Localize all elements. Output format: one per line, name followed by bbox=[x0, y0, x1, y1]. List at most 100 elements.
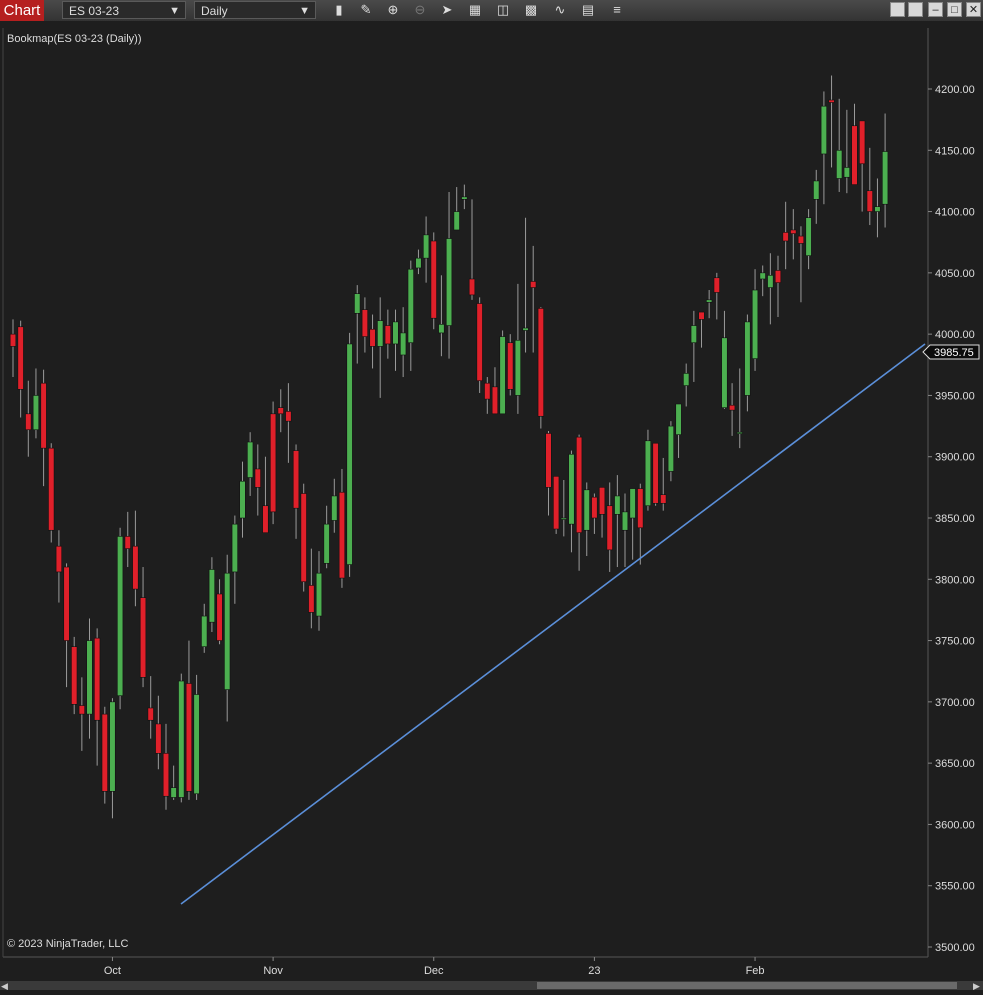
candle[interactable] bbox=[744, 314, 751, 412]
candle[interactable] bbox=[683, 363, 690, 407]
candle[interactable] bbox=[155, 695, 162, 770]
candle[interactable] bbox=[239, 461, 246, 538]
candle[interactable] bbox=[139, 567, 147, 688]
candle[interactable] bbox=[445, 191, 453, 359]
candle[interactable] bbox=[476, 297, 483, 393]
candle[interactable] bbox=[728, 383, 736, 436]
candle[interactable] bbox=[17, 320, 24, 418]
candle[interactable] bbox=[269, 401, 277, 525]
candle[interactable] bbox=[828, 75, 835, 168]
candle[interactable] bbox=[25, 380, 32, 457]
candle[interactable] bbox=[675, 403, 682, 458]
candle[interactable] bbox=[491, 367, 499, 415]
candle[interactable] bbox=[774, 255, 782, 317]
candle[interactable] bbox=[667, 421, 674, 482]
candle[interactable] bbox=[805, 209, 812, 270]
price-chart[interactable]: 4200.00 4150.00 4100.00 4050.00 4000.00 3950.… bbox=[0, 21, 983, 991]
draw-pencil-icon[interactable]: ✎ bbox=[360, 2, 372, 17]
candle[interactable] bbox=[851, 103, 858, 185]
instrument-selector[interactable]: ES 03-23 ▼ bbox=[62, 1, 186, 19]
candle[interactable] bbox=[767, 253, 774, 325]
candle[interactable] bbox=[40, 369, 47, 487]
candle[interactable] bbox=[598, 487, 606, 538]
candle[interactable] bbox=[461, 184, 468, 210]
candle[interactable] bbox=[94, 628, 101, 766]
maximize-icon[interactable]: □ bbox=[947, 2, 962, 17]
candle[interactable] bbox=[468, 199, 476, 300]
candle[interactable] bbox=[63, 563, 70, 688]
candle[interactable] bbox=[354, 285, 361, 364]
scroll-left-icon[interactable]: ◀ bbox=[1, 981, 8, 991]
candle[interactable] bbox=[874, 178, 881, 238]
candle[interactable] bbox=[866, 147, 873, 226]
candle[interactable] bbox=[323, 505, 330, 569]
candle[interactable] bbox=[338, 468, 346, 588]
candle[interactable] bbox=[185, 640, 193, 800]
strategies-icon[interactable]: ▩ bbox=[524, 2, 538, 17]
candle[interactable] bbox=[392, 309, 399, 371]
candle[interactable] bbox=[109, 698, 116, 819]
zoom-out-icon[interactable]: ⊖ bbox=[414, 2, 426, 17]
candle[interactable] bbox=[736, 368, 743, 449]
candle[interactable] bbox=[881, 113, 889, 228]
candle[interactable] bbox=[78, 677, 85, 751]
candle[interactable] bbox=[308, 548, 315, 629]
scroll-right-icon[interactable]: ▶ bbox=[973, 981, 980, 991]
candle[interactable] bbox=[216, 579, 223, 645]
candle[interactable] bbox=[315, 551, 323, 631]
candle[interactable] bbox=[614, 475, 621, 568]
interval-selector[interactable]: Daily ▼ bbox=[194, 1, 316, 19]
candle[interactable] bbox=[782, 201, 789, 270]
candle[interactable] bbox=[797, 226, 805, 303]
candle[interactable] bbox=[415, 249, 422, 275]
indicators-icon[interactable]: ∿ bbox=[554, 2, 566, 17]
scrollbar-thumb[interactable] bbox=[537, 982, 957, 989]
candle[interactable] bbox=[530, 245, 537, 353]
candle[interactable] bbox=[407, 260, 414, 371]
trendline[interactable] bbox=[180, 343, 926, 905]
candle[interactable] bbox=[690, 310, 697, 382]
candle[interactable] bbox=[48, 443, 55, 543]
candle[interactable] bbox=[813, 169, 820, 224]
candle[interactable] bbox=[629, 488, 636, 560]
candle[interactable] bbox=[124, 511, 131, 568]
candle[interactable] bbox=[331, 478, 338, 533]
candle[interactable] bbox=[71, 636, 78, 715]
candle[interactable] bbox=[751, 269, 759, 371]
candle[interactable] bbox=[208, 557, 216, 632]
candle[interactable] bbox=[759, 265, 766, 297]
candle[interactable] bbox=[575, 434, 583, 571]
restore-icon[interactable] bbox=[890, 2, 905, 17]
candle[interactable] bbox=[55, 530, 62, 603]
candle[interactable] bbox=[553, 476, 560, 534]
bar-type-icon[interactable]: ▮ bbox=[335, 2, 343, 17]
candle[interactable] bbox=[178, 673, 185, 803]
candle[interactable] bbox=[346, 332, 353, 577]
candle[interactable] bbox=[843, 109, 850, 194]
candle[interactable] bbox=[86, 618, 93, 739]
pointer-icon[interactable]: ➤ bbox=[441, 2, 453, 17]
candle[interactable] bbox=[652, 442, 659, 506]
candle[interactable] bbox=[247, 432, 254, 496]
candle[interactable] bbox=[9, 319, 17, 378]
candle[interactable] bbox=[170, 765, 177, 800]
minimize-icon[interactable]: – bbox=[928, 2, 943, 17]
candle[interactable] bbox=[292, 444, 300, 539]
restore-icon[interactable] bbox=[908, 2, 923, 17]
chart-tab[interactable]: Chart bbox=[0, 0, 44, 21]
candle[interactable] bbox=[621, 493, 629, 568]
candle[interactable] bbox=[147, 676, 154, 739]
candle[interactable] bbox=[400, 307, 407, 378]
candle[interactable] bbox=[117, 527, 124, 710]
candle[interactable] bbox=[262, 456, 269, 534]
more-icon[interactable]: ≡ bbox=[613, 2, 621, 17]
candle[interactable] bbox=[254, 444, 261, 516]
chart-panel[interactable]: 4200.00 4150.00 4100.00 4050.00 4000.00 3950.… bbox=[0, 21, 983, 991]
candle[interactable] bbox=[101, 706, 108, 804]
candle[interactable] bbox=[422, 216, 430, 283]
candle[interactable] bbox=[706, 290, 713, 319]
candle[interactable] bbox=[698, 311, 705, 348]
candle[interactable] bbox=[132, 510, 139, 607]
candle[interactable] bbox=[231, 515, 238, 604]
candle[interactable] bbox=[637, 483, 644, 565]
